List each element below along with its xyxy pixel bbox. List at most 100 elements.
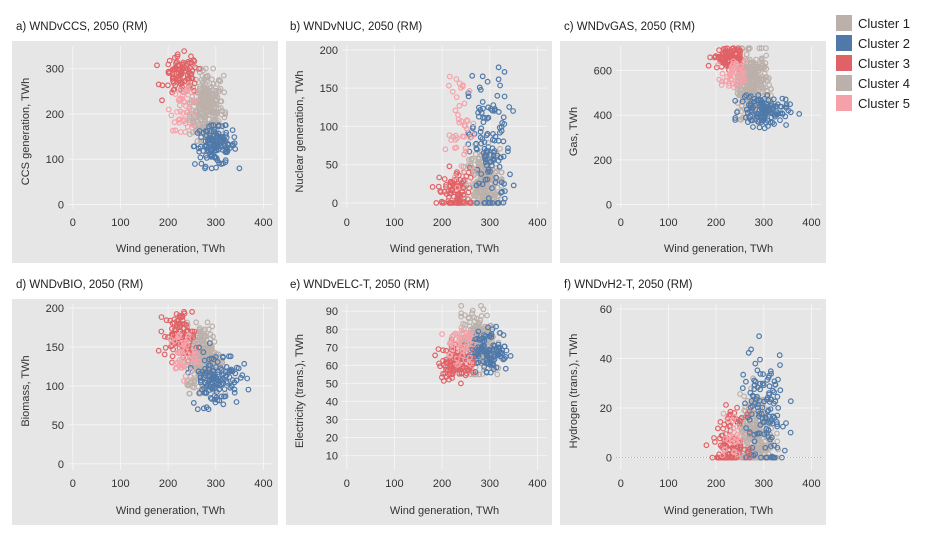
data-point xyxy=(743,51,750,58)
data-point xyxy=(429,183,436,190)
data-point xyxy=(774,438,781,445)
data-point xyxy=(458,302,465,309)
x-axis-label: Wind generation, TWh xyxy=(664,243,773,255)
data-point xyxy=(433,199,440,206)
data-point xyxy=(500,114,507,121)
data-point xyxy=(496,163,503,170)
data-point xyxy=(482,176,489,183)
data-point xyxy=(762,414,769,421)
data-point xyxy=(203,389,210,396)
data-point xyxy=(766,419,772,426)
data-point xyxy=(738,63,744,70)
data-point xyxy=(500,153,507,160)
data-point xyxy=(503,347,510,354)
data-point xyxy=(446,163,453,170)
data-point xyxy=(744,61,751,68)
data-point xyxy=(510,182,517,189)
data-point xyxy=(178,356,185,363)
data-point xyxy=(787,429,794,436)
data-point xyxy=(172,360,179,367)
y-axis-label: Biomass, TWh xyxy=(20,355,32,426)
data-point xyxy=(755,119,761,125)
y-tick-label: 0 xyxy=(332,198,338,210)
data-point xyxy=(459,347,466,353)
data-point xyxy=(212,91,219,98)
data-point xyxy=(779,454,785,461)
data-point xyxy=(460,191,467,198)
data-point xyxy=(734,109,740,116)
data-point xyxy=(203,377,210,384)
legend-item-cluster-4: Cluster 4 xyxy=(836,73,910,93)
data-point xyxy=(479,346,485,353)
data-point xyxy=(728,66,735,72)
data-point xyxy=(766,391,773,398)
data-point xyxy=(741,106,748,113)
data-point xyxy=(446,73,453,80)
data-point xyxy=(186,65,193,71)
data-point xyxy=(213,351,220,358)
y-tick-label: 100 xyxy=(46,154,64,166)
data-point xyxy=(177,108,184,115)
data-point xyxy=(196,344,202,351)
data-point xyxy=(750,393,757,400)
data-point xyxy=(208,153,215,160)
data-point xyxy=(237,374,244,381)
y-axis-label: Gas, TWh xyxy=(568,107,580,156)
panel-a-background xyxy=(12,41,278,263)
data-point xyxy=(470,123,476,130)
data-point xyxy=(173,70,180,77)
data-point xyxy=(194,138,201,145)
data-point xyxy=(781,447,788,454)
data-point xyxy=(461,151,468,158)
data-point xyxy=(158,328,165,335)
data-point xyxy=(734,423,741,430)
data-point xyxy=(458,324,465,331)
data-point xyxy=(733,61,739,68)
data-point xyxy=(750,124,756,130)
data-point xyxy=(470,166,477,173)
data-point xyxy=(169,353,176,360)
data-point xyxy=(466,354,473,361)
data-point xyxy=(436,360,442,367)
data-point xyxy=(203,404,210,411)
data-point xyxy=(449,88,456,95)
y-tick-label: 150 xyxy=(320,83,338,95)
data-point xyxy=(757,103,763,110)
data-point xyxy=(478,313,485,319)
data-point xyxy=(505,148,511,155)
data-point xyxy=(446,199,452,206)
data-point xyxy=(748,346,754,353)
data-point xyxy=(739,114,746,121)
data-point xyxy=(481,199,488,206)
panel-f: 0 100 200 300 400 0 20 40 60 Wind generation, TWh… xyxy=(560,299,826,525)
data-point xyxy=(190,143,197,150)
data-point xyxy=(202,128,209,134)
data-point xyxy=(717,419,724,425)
data-point xyxy=(456,370,463,377)
data-point xyxy=(756,333,762,340)
data-point xyxy=(758,55,765,62)
data-point xyxy=(211,141,218,148)
y-tick-label: 90 xyxy=(326,306,338,318)
data-point xyxy=(440,357,446,364)
panel-d-background xyxy=(12,299,278,525)
data-point xyxy=(177,129,184,135)
data-point xyxy=(202,370,209,376)
data-point xyxy=(458,380,464,387)
data-point xyxy=(176,119,183,126)
data-point xyxy=(446,82,452,89)
data-point xyxy=(181,78,188,85)
x-tick-label: 300 xyxy=(207,217,225,229)
data-point xyxy=(768,443,774,450)
data-point xyxy=(244,375,251,382)
data-point xyxy=(206,340,213,347)
data-point xyxy=(489,162,495,169)
data-point xyxy=(159,97,165,104)
data-point xyxy=(782,96,789,103)
data-point xyxy=(740,371,747,378)
data-point xyxy=(759,415,766,422)
data-point xyxy=(728,52,734,58)
data-point xyxy=(481,364,488,370)
data-point xyxy=(487,152,494,158)
